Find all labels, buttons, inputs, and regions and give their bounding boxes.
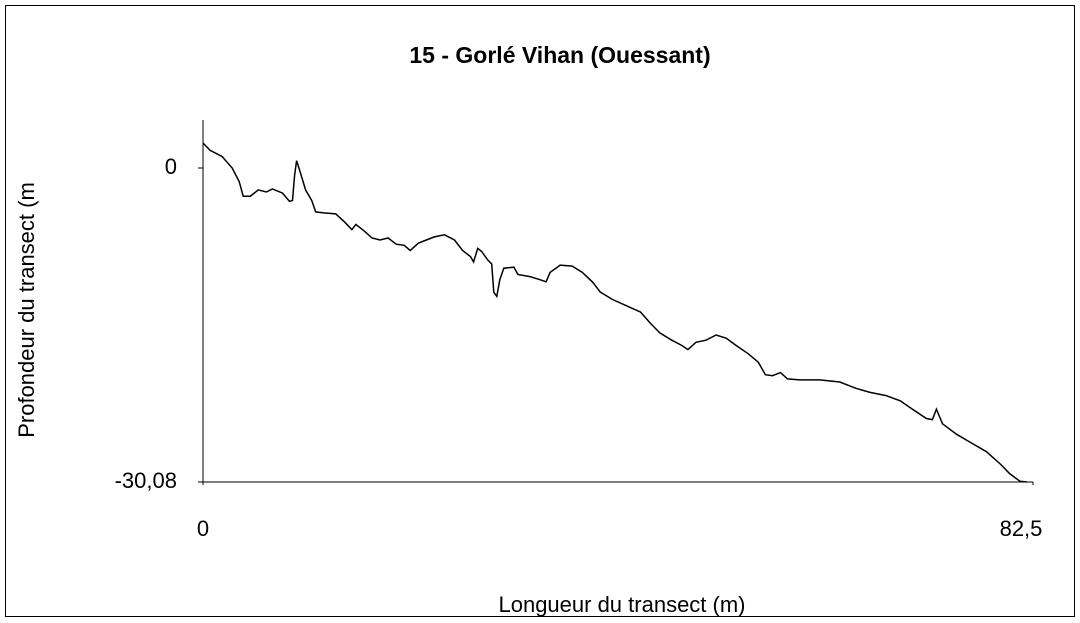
chart-border xyxy=(5,5,1075,617)
x-tick-label: 82,5 xyxy=(1000,516,1043,541)
x-tick-label: 0 xyxy=(197,516,209,541)
chart-title: 15 - Gorlé Vihan (Ouessant) xyxy=(409,42,710,68)
profile-line xyxy=(202,142,1028,483)
y-tick-label: -30,08 xyxy=(115,468,177,493)
x-axis-label: Longueur du transect (m) xyxy=(498,592,745,617)
y-tick-label: 0 xyxy=(165,154,177,179)
y-axis-label: Profondeur du transect (m xyxy=(14,182,39,438)
